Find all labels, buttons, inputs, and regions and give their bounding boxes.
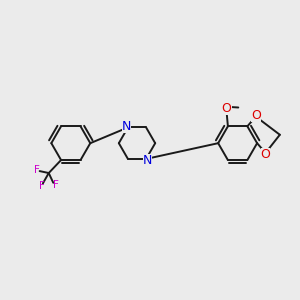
Text: N: N	[122, 120, 131, 133]
Text: F: F	[53, 180, 59, 190]
Text: N: N	[143, 154, 152, 167]
Text: O: O	[261, 148, 271, 161]
Text: O: O	[222, 102, 232, 115]
Text: F: F	[34, 165, 40, 176]
Text: O: O	[251, 109, 261, 122]
Text: F: F	[39, 181, 45, 191]
